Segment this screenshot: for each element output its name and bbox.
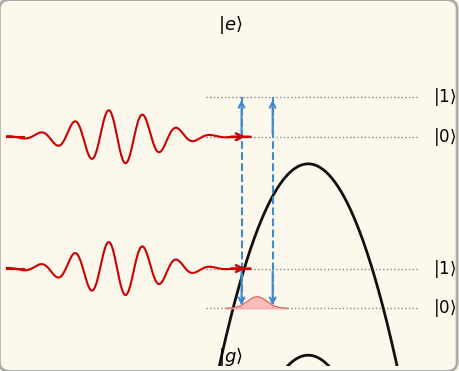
Text: $|0\rangle$: $|0\rangle$: [431, 126, 455, 148]
Text: $|0\rangle$: $|0\rangle$: [431, 297, 455, 319]
Text: $|1\rangle$: $|1\rangle$: [431, 86, 455, 108]
Text: $|g\rangle$: $|g\rangle$: [218, 346, 242, 368]
Text: $|e\rangle$: $|e\rangle$: [218, 14, 242, 36]
Text: $|1\rangle$: $|1\rangle$: [431, 257, 455, 279]
